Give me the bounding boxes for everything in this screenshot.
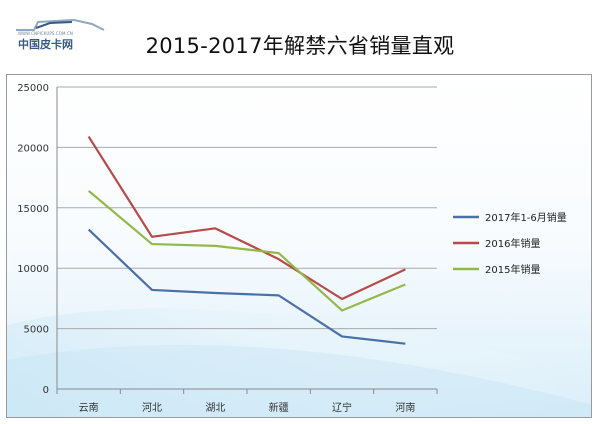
- logo-brand-text: 中国皮卡网: [18, 38, 73, 51]
- x-tick-label: 云南: [79, 401, 99, 414]
- x-tick-label: 新疆: [269, 401, 289, 414]
- x-tick-label: 河北: [142, 402, 162, 414]
- y-tick-label: 0: [43, 385, 49, 396]
- logo-url-text: WWW.CNPICKUPS.COM.CN: [18, 31, 73, 36]
- series-line-2: [87, 135, 406, 301]
- series-line-3: [87, 190, 406, 312]
- x-tick-label: 河南: [395, 401, 415, 414]
- line-chart: 0 5000 10000 15000 20000 25000 云南 河北 湖北 新疆 辽宁 河南 20…: [7, 75, 591, 417]
- y-tick-label: 5000: [24, 325, 49, 336]
- y-tick-label: 25000: [17, 83, 49, 94]
- legend-label: 2015年销量: [485, 263, 540, 276]
- chart-panel: 0 5000 10000 15000 20000 25000 云南 河北 湖北 新疆 辽宁 河南 20…: [6, 74, 592, 418]
- x-tick-label: 湖北: [205, 402, 225, 414]
- legend-label: 2017年1-6月销量: [485, 211, 567, 224]
- y-tick-label: 20000: [17, 143, 49, 154]
- pickup-truck-icon: [16, 18, 105, 31]
- series-line-1: [87, 228, 406, 345]
- x-tick-label: 辽宁: [332, 401, 352, 414]
- background-swoosh: [7, 308, 591, 417]
- legend-label: 2016年销量: [485, 237, 540, 250]
- y-tick-label: 15000: [17, 204, 49, 215]
- chart-title: 2015-2017年解禁六省销量直观: [145, 34, 455, 58]
- background-swoosh-2: [7, 345, 591, 417]
- site-logo: WWW.CNPICKUPS.COM.CN 中国皮卡网: [14, 18, 106, 52]
- y-tick-label: 10000: [17, 264, 49, 275]
